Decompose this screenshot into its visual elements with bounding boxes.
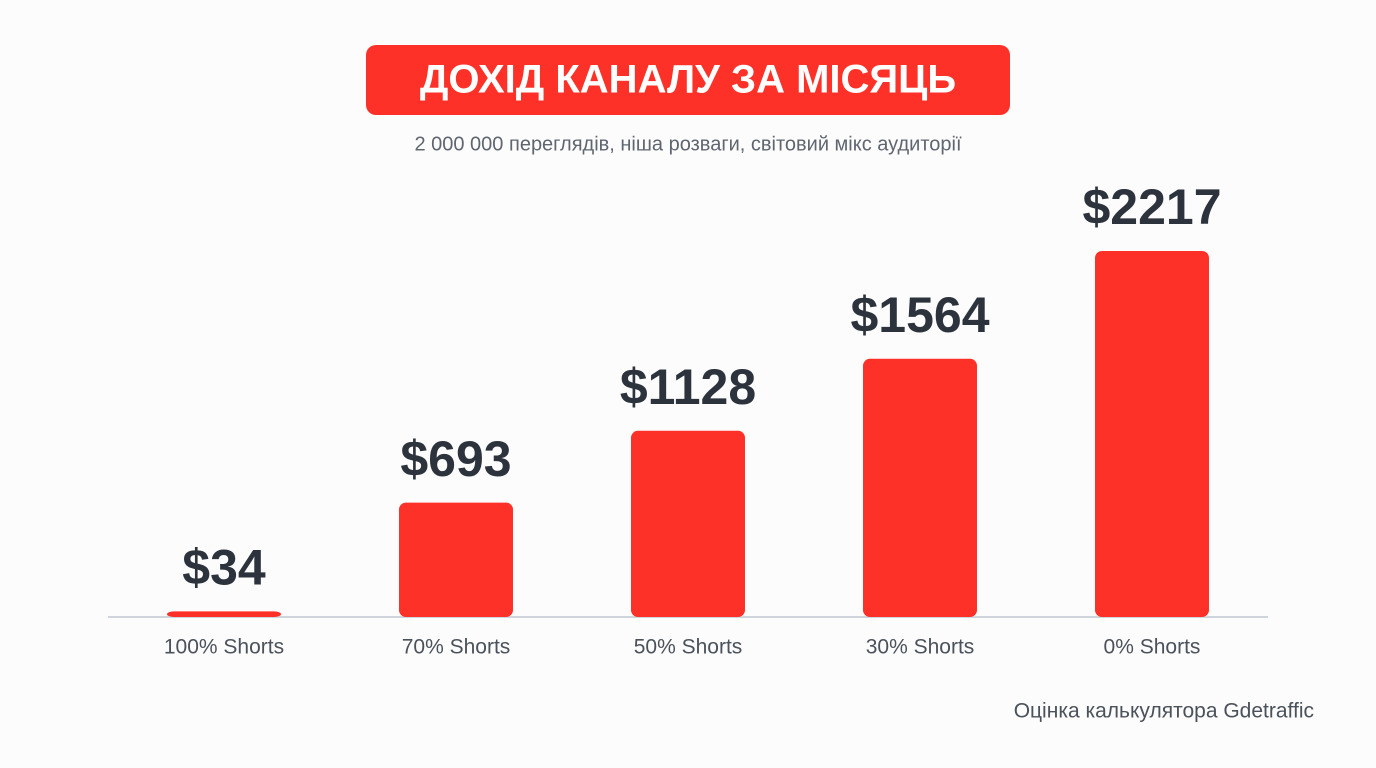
- chart-title: ДОХІД КАНАЛУ ЗА МІСЯЦЬ: [420, 58, 956, 102]
- bar: [863, 358, 977, 617]
- bar: [399, 502, 513, 617]
- chart-subtitle: 2 000 000 переглядів, ніша розваги, світ…: [414, 133, 962, 155]
- source-note: Оцінка калькулятора Gdetraffic: [1014, 700, 1314, 723]
- x-tick-label: 100% Shorts: [164, 636, 284, 659]
- x-tick-label: 30% Shorts: [866, 636, 975, 659]
- bar: [167, 611, 281, 617]
- title-box: [366, 45, 1010, 115]
- bar: [631, 430, 745, 617]
- value-label: $34: [182, 540, 266, 596]
- value-label: $1128: [620, 359, 756, 415]
- x-tick-label: 0% Shorts: [1104, 636, 1201, 659]
- bar: [1095, 251, 1209, 617]
- value-label: $693: [400, 431, 511, 487]
- x-tick-label: 50% Shorts: [634, 636, 743, 659]
- value-label: $1564: [850, 287, 989, 343]
- value-label: $2217: [1082, 179, 1221, 235]
- x-tick-label: 70% Shorts: [402, 636, 511, 659]
